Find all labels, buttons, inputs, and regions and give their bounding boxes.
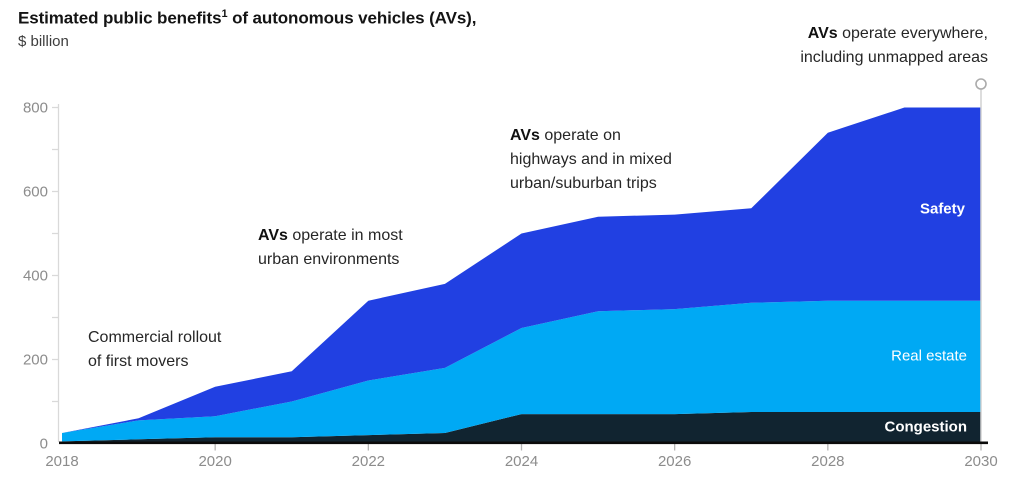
x-tick-label: 2018 (45, 453, 79, 470)
y-tick-label: 400 (22, 267, 48, 284)
annotation-4: AVs operate everywhere, including unmappe… (800, 25, 988, 66)
area-safety (62, 107, 981, 433)
annotation-1: Commercial rollout of first movers (88, 329, 222, 370)
x-tick-label: 2026 (657, 453, 692, 470)
y-tick-label: 200 (22, 351, 48, 368)
annotation-2: AVs operate in most urban environments (258, 227, 403, 268)
footnote-superscript: 1 (221, 8, 228, 20)
chart-title-suffix: of autonomous vehicles (AVs), (227, 8, 477, 28)
x-tick-label: 2024 (504, 453, 539, 470)
x-tick-label: 2028 (811, 453, 845, 470)
pin-marker-icon (975, 78, 987, 90)
area-real-estate (62, 300, 981, 442)
series-label-safety: Safety (919, 200, 965, 218)
y-axis-unit-label: $ billion (18, 33, 69, 50)
series-label-real-estate: Real estate (891, 347, 967, 365)
annotation-3: AVs operate on highways and in mixed urban… (510, 127, 672, 192)
x-axis-baseline (59, 441, 988, 445)
area-congestion (62, 412, 981, 444)
x-tick-label: 2022 (351, 453, 386, 470)
y-tick-label: 0 (39, 435, 48, 452)
series-label-congestion: Congestion (884, 418, 968, 436)
y-tick-label: 800 (22, 99, 48, 116)
chart-title: Estimated public benefits1 of autonomous… (18, 8, 476, 29)
x-tick-label: 2020 (198, 453, 232, 470)
y-tick-label: 600 (22, 183, 48, 200)
chart-title-text: Estimated public benefits (18, 8, 222, 28)
x-tick-label: 2030 (964, 453, 998, 470)
